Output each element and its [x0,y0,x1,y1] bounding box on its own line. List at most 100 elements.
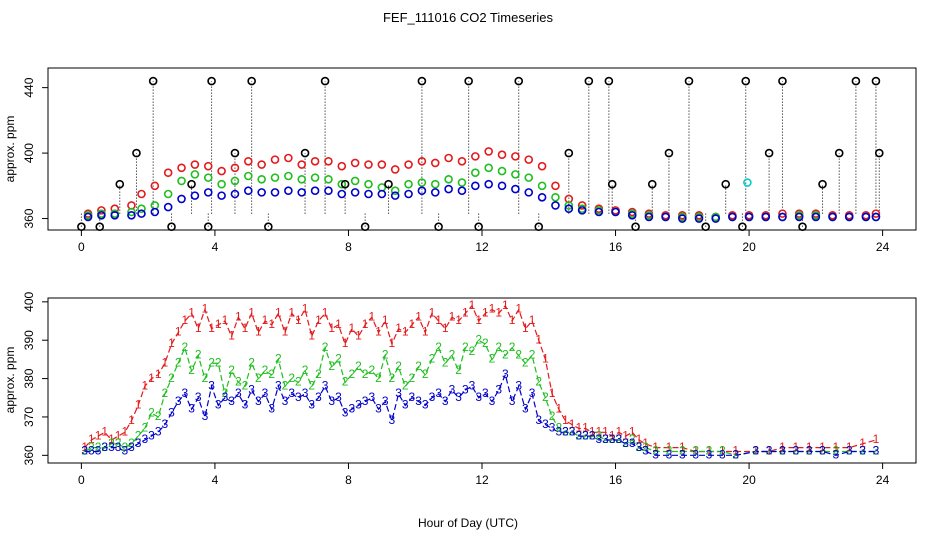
point-ppm_3 [324,186,333,196]
series-mark-2: 2 [108,436,115,450]
series-mark-2: 2 [415,359,422,373]
series-mark-1: 1 [442,321,449,335]
point-ppm_3 [390,191,400,200]
point-ppm_3 [694,214,704,223]
series-mark-3: 3 [569,424,576,438]
point-ppm_2 [390,186,400,196]
series-mark-2: 2 [248,355,255,369]
series-mark-3: 3 [88,444,95,458]
spike-point [701,222,710,232]
spike-point [798,222,807,232]
point-ppm_1 [364,160,373,169]
series-mark-3: 3 [422,398,429,412]
series-mark-1: 1 [175,325,182,339]
point-ppm_2 [230,176,240,186]
series-mark-2: 2 [833,444,840,458]
point-ppm_2 [524,173,534,182]
series-mark-1: 1 [168,336,175,350]
series-mark-2: 2 [202,371,209,385]
series-mark-1: 1 [188,306,195,320]
series-mark-1: 1 [509,313,516,327]
series-mark-2: 2 [515,348,522,362]
series-mark-1: 1 [248,306,255,320]
point-ppm_1 [230,163,240,173]
point-ppm_1 [551,181,560,191]
series-mark-3: 3 [522,401,529,415]
point-ppm_2 [364,179,373,189]
spike-point [631,222,640,232]
series-mark-2: 2 [308,378,315,392]
series-mark-3: 3 [819,444,826,458]
point-ppm_3 [203,188,213,197]
point-ppm_3 [728,212,737,222]
series-mark-2: 2 [135,428,142,442]
point-ppm_1 [350,158,360,168]
series-mark-1: 1 [282,325,289,339]
series-mark-2: 2 [622,436,629,450]
series-mark-2: 2 [482,336,489,350]
series-mark-1: 1 [692,444,699,458]
series-mark-1: 1 [752,444,759,458]
point-ppm_3 [524,188,534,197]
series-mark-3: 3 [135,436,142,450]
series-mark-1: 1 [719,444,726,458]
series-mark-1: 1 [295,313,302,327]
series-mark-2: 2 [792,444,799,458]
bottom-x-tick-label: 4 [212,473,219,487]
point-ppm_2 [564,201,574,210]
bottom-y-tick-label: 390 [22,330,36,350]
point-ppm_1 [444,153,453,163]
series-mark-1: 1 [515,302,522,316]
point-ppm_1 [778,209,787,218]
series-mark-1: 1 [679,440,686,454]
series-mark-2: 2 [596,428,603,442]
bottom-x-tick-label: 20 [742,473,756,487]
point-ppm_3 [177,194,186,204]
top-x-tick-label: 12 [475,240,489,254]
series-mark-2: 2 [275,352,282,366]
top-points [77,76,884,232]
point-ppm_2 [457,178,467,187]
point-ppm_1 [137,189,146,199]
series-mark-2: 2 [188,363,195,377]
series-mark-2: 2 [422,367,429,381]
point-ppm_3 [430,188,440,197]
series-mark-3: 3 [622,436,629,450]
point-ppm_3 [190,191,200,200]
series-mark-1: 1 [202,302,209,316]
series-mark-2: 2 [148,405,155,419]
series-line-3 [84,372,876,456]
top-panel: 0 4 8 12 16 20 24 360 400 440 approx. ppm [3,67,917,254]
spike-point [207,76,216,86]
series-mark-1: 1 [833,440,840,454]
series-mark-3: 3 [155,424,162,438]
series-mark-2: 2 [779,444,786,458]
series-mark-3: 3 [235,386,242,400]
bottom-series-lines [84,304,877,456]
point-ppm_1 [871,209,881,218]
series-mark-1: 1 [616,424,623,438]
series-mark-2: 2 [495,340,502,354]
series-mark-1: 1 [582,421,589,435]
series-mark-3: 3 [706,447,713,461]
point-ppm_1 [537,161,547,171]
series-mark-1: 1 [382,313,389,327]
series-mark-3: 3 [469,378,476,392]
point-ppm_1 [390,165,400,174]
series-mark-2: 2 [873,444,880,458]
series-mark-3: 3 [348,401,355,415]
spike-point [818,179,827,189]
series-mark-3: 3 [115,440,122,454]
series-mark-1: 1 [652,440,659,454]
series-mark-3: 3 [555,424,562,438]
series-mark-3: 3 [642,444,649,458]
series-mark-1: 1 [636,432,643,446]
series-mark-2: 2 [282,378,289,392]
point-ppm_3 [350,188,360,197]
series-mark-1: 1 [362,317,369,331]
point-ppm_1 [190,160,200,169]
point-ppm_3 [861,212,871,222]
series-mark-2: 2 [141,421,148,435]
top-x-tick-label: 20 [742,240,756,254]
